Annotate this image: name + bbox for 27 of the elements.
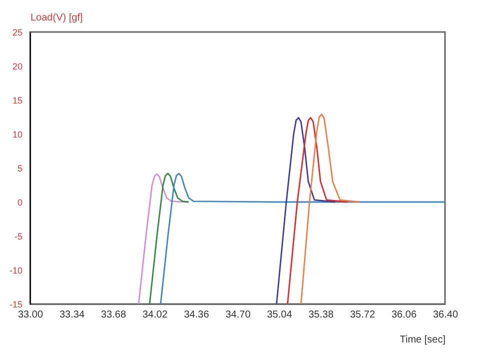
line-series: [148, 172, 190, 304]
y-tick-label: 15: [12, 96, 22, 106]
line-series: [300, 114, 360, 304]
x-tick-label: 35.38: [308, 310, 334, 320]
x-tick-label: 33.00: [18, 310, 44, 320]
line-series: [160, 172, 445, 304]
x-tick-label: 33.34: [59, 310, 85, 320]
y-tick-label: 0: [17, 198, 22, 208]
x-axis-title: Time [sec]: [400, 334, 446, 346]
line-series: [276, 116, 336, 304]
line-series: [286, 116, 348, 304]
x-tick-label: 33.68: [100, 310, 126, 320]
x-tick-label: 35.72: [350, 310, 376, 320]
y-tick-label: 25: [12, 28, 22, 38]
y-tick-label: -15: [9, 300, 22, 310]
y-tick-label: -10: [9, 266, 22, 276]
x-tick-label: 34.02: [142, 310, 168, 320]
y-tick-label: 10: [12, 130, 22, 140]
x-tick-label: 36.40: [432, 310, 458, 320]
y-tick-label: 5: [17, 164, 22, 174]
x-tick-label: 34.36: [184, 310, 210, 320]
x-tick-label: 36.06: [391, 310, 417, 320]
y-tick-label: 20: [12, 62, 22, 72]
x-tick-label: 35.04: [266, 310, 292, 320]
x-tick-label: 34.70: [225, 310, 251, 320]
y-tick-label: -5: [14, 232, 22, 242]
y-axis-title: Load(V) [gf]: [30, 12, 83, 24]
